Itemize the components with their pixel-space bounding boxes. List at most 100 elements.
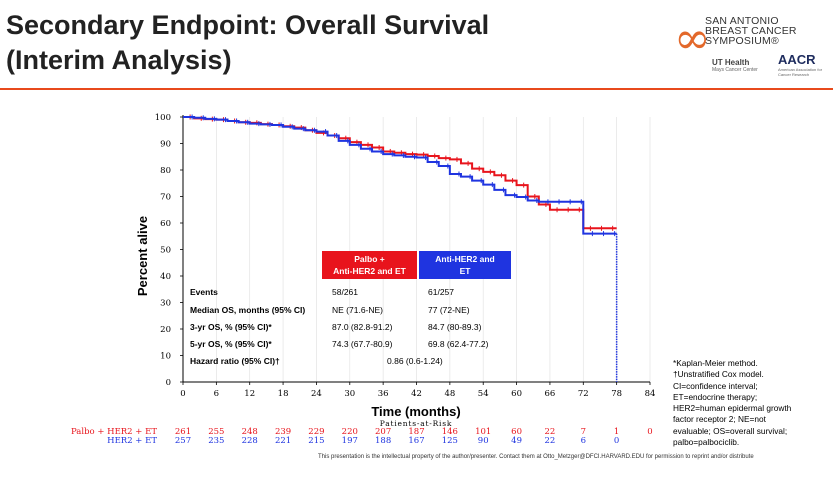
km-curve-palbo [183,116,617,230]
footnote-line: CI=confidence interval; [673,380,758,391]
x-tick-label: 78 [611,389,622,399]
x-tick-label: 72 [578,389,589,399]
km-curve-her2 [183,116,617,235]
x-tick-label: 54 [478,389,489,399]
y-axis-label: Percent alive [135,216,150,296]
ut-health-logo: UT Health Mays Cancer Center [712,58,758,73]
footnote-line: evaluable; OS=overall survival; [673,425,788,436]
x-tick-label: 18 [278,389,289,399]
x-tick-label: 12 [244,389,255,399]
footnote-line: †Unstratified Cox model. [673,369,764,380]
x-tick-label: 30 [344,389,355,399]
risk-value: 248 [242,427,258,437]
risk-value: 239 [275,427,291,437]
risk-value: 197 [342,436,358,446]
risk-value: 0 [614,436,619,446]
slide-title: Secondary Endpoint: Overall Survival (In… [6,8,566,78]
x-tick-label: 36 [378,389,389,399]
row-label-events: Events [190,287,218,297]
risk-value: 22 [545,427,556,437]
footnote-line: factor receptor 2; NE=not [673,414,766,425]
y-tick-label: 10 [160,352,171,362]
x-tick-label: 6 [214,389,219,399]
row-label-5yr: 5-yr OS, % (95% CI)* [190,339,272,349]
y-tick-label: 20 [160,325,171,335]
row-palbo-5yr: 74.3 (67.7-80.9) [332,339,393,349]
row-label-hazard: Hazard ratio (95% CI)† [190,356,280,366]
y-tick-label: 40 [160,272,171,282]
risk-value: 261 [175,427,191,437]
footnote-line: ET=endocrine therapy; [673,391,758,402]
risk-value: 215 [308,436,324,446]
risk-value: 207 [375,427,391,437]
x-axis-label: Time (months) [371,404,460,419]
row-her2-events: 61/257 [428,287,454,297]
chart-series [183,114,618,382]
x-tick-label: 60 [511,389,522,399]
x-tick-label: 0 [180,389,185,399]
copyright-notice: This presentation is the intellectual pr… [318,454,754,460]
risk-value: 60 [511,427,522,437]
y-tick-label: 0 [166,378,171,388]
risk-value: 7 [581,427,586,437]
chart-grid [216,117,651,382]
risk-value: 6 [581,436,586,446]
chart-axes: 0 10 20 30 40 50 60 70 80 90 100 0 6 12 18 24 30 36 42 48 54… [155,113,656,399]
risk-value: 235 [208,436,224,446]
footnote-line: *Kaplan-Meier method. [673,358,758,368]
her2-header-line2: ET [460,266,472,276]
risk-row-label-her2: HER2 + ET [107,436,157,446]
risk-value: 101 [475,427,491,437]
risk-value: 255 [208,427,224,437]
her2-header-box [419,251,511,279]
risk-value: 22 [545,436,556,446]
y-tick-label: 50 [160,246,171,256]
y-tick-label: 90 [160,140,171,150]
palbo-header-line2: Anti-HER2 and ET [333,266,407,276]
risk-value: 228 [242,436,258,446]
y-tick-label: 60 [160,219,171,229]
summary-table: Palbo + Anti-HER2 and ET Anti-HER2 and E… [190,251,511,366]
aacr-logo: AACR American Association for Cancer Res… [778,52,823,77]
x-tick-label: 42 [411,389,422,399]
title-line-1: Secondary Endpoint: Overall Survival [6,10,490,40]
x-tick-label: 24 [311,389,322,399]
footnote-line: HER2=human epidermal growth [673,403,792,414]
row-label-3yr: 3-yr OS, % (95% CI)* [190,322,272,332]
row-her2-median: 77 (72-NE) [428,305,470,315]
footnote-line: palbo=palbociclib. [673,437,740,448]
row-hazard-value: 0.86 (0.6-1.24) [387,356,443,366]
x-tick-label: 84 [645,389,656,399]
risk-value: 125 [442,436,458,446]
ribbon-icon: ∞ [674,13,711,64]
title-divider [0,88,833,90]
risk-row-label-palbo: Palbo + HER2 + ET [71,427,157,437]
risk-value: 90 [478,436,489,446]
x-tick-label: 66 [545,389,556,399]
risk-value: 49 [511,436,522,446]
risk-value: 187 [408,427,424,437]
risk-value: 257 [175,436,191,446]
risk-value: 221 [275,436,291,446]
risk-table-title: Patients-at-Risk [380,419,453,428]
sabcs-logo: ∞ SAN ANTONIO BREAST CANCER SYMPOSIUM® U… [672,14,828,82]
risk-value: 1 [614,427,619,437]
risk-value: 0 [647,427,652,437]
risk-value: 146 [442,427,458,437]
row-her2-5yr: 69.8 (62.4-77.2) [428,339,489,349]
row-palbo-events: 58/261 [332,287,358,297]
her2-header-line1: Anti-HER2 and [435,254,495,264]
risk-value: 229 [308,427,324,437]
title-line-2: (Interim Analysis) [6,45,232,75]
row-label-median: Median OS, months (95% CI) [190,305,305,315]
palbo-header-box [322,251,417,279]
y-tick-label: 100 [155,113,171,123]
risk-value: 220 [342,427,358,437]
row-her2-3yr: 84.7 (80-89.3) [428,322,482,332]
risk-table: 261 255 248 239 229 220 207 187 146 101 60 22 7 1 0257… [175,427,653,446]
logo-text: SAN ANTONIO BREAST CANCER SYMPOSIUM® [705,15,797,47]
row-palbo-3yr: 87.0 (82.8-91.2) [332,322,393,332]
row-palbo-median: NE (71.6-NE) [332,305,383,315]
footnote: *Kaplan-Meier method. †Unstratified Cox … [673,358,823,448]
